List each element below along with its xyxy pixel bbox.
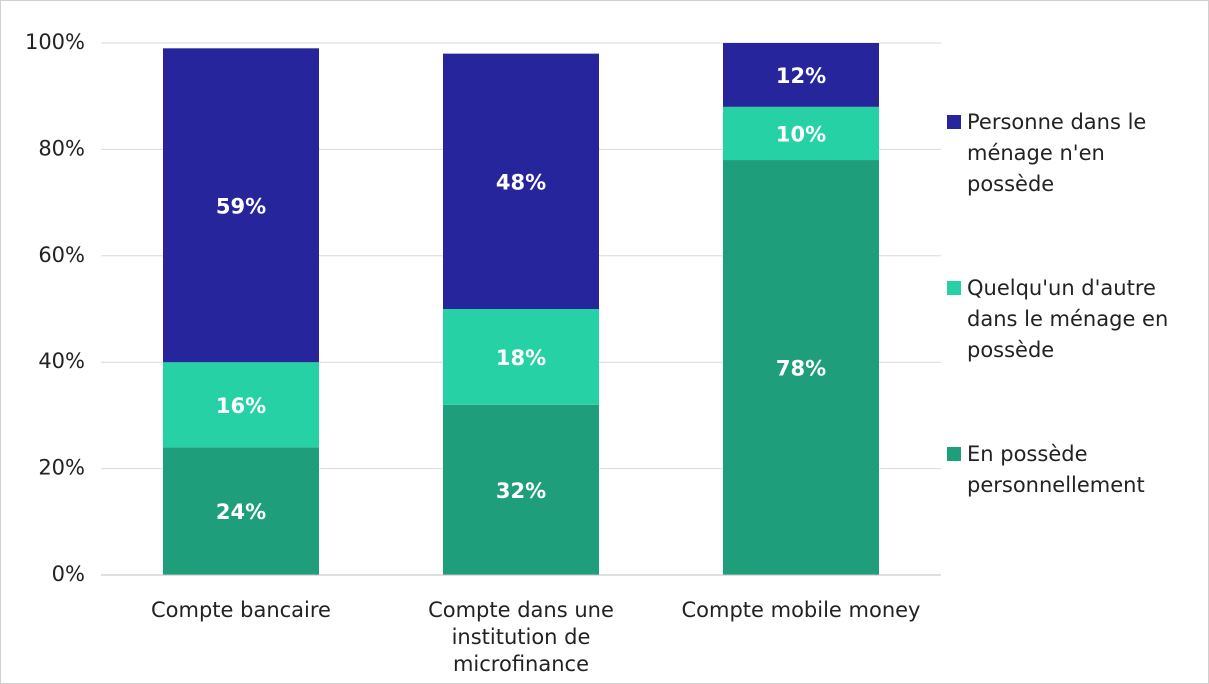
y-tick-label: 100% — [25, 30, 85, 54]
x-tick-label: Compte bancaire — [151, 598, 331, 622]
legend-swatch — [947, 447, 961, 461]
data-label: 10% — [776, 122, 826, 146]
bar-segment — [443, 404, 599, 575]
y-tick-label: 40% — [38, 349, 85, 373]
legend-label: Quelqu'un d'autre dans le ménage en poss… — [967, 276, 1169, 362]
legend-item: Personne dans le ménage n'en possède — [947, 107, 1197, 200]
legend-swatch — [947, 115, 961, 129]
data-label: 48% — [496, 170, 546, 194]
legend-label: Personne dans le ménage n'en possède — [967, 110, 1147, 196]
bar-segment — [723, 43, 879, 107]
bar-segment — [443, 309, 599, 405]
data-label: 12% — [776, 64, 826, 88]
y-tick-label: 0% — [52, 562, 85, 586]
bar-segment — [163, 362, 319, 448]
y-tick-label: 20% — [38, 456, 85, 480]
bar-segment — [443, 53, 599, 309]
legend-item: En possède personnellement — [947, 439, 1197, 501]
bar-segment — [163, 447, 319, 575]
data-label: 24% — [216, 500, 266, 524]
bar-segment — [723, 106, 879, 161]
x-tick-label: Compte dans une institution de microfina… — [428, 598, 614, 676]
data-label: 18% — [496, 346, 546, 370]
data-label: 16% — [216, 394, 266, 418]
data-label: 59% — [216, 194, 266, 218]
legend-label: En possède personnellement — [967, 442, 1145, 497]
legend-item: Quelqu'un d'autre dans le ménage en poss… — [947, 273, 1197, 366]
legend-swatch — [947, 281, 961, 295]
y-tick-label: 80% — [38, 136, 85, 160]
bar-segment — [723, 160, 879, 576]
y-tick-label: 60% — [38, 243, 85, 267]
x-tick-label: Compte mobile money — [681, 598, 921, 622]
data-label: 32% — [496, 479, 546, 503]
data-label: 78% — [776, 357, 826, 381]
bar-segment — [163, 48, 319, 363]
